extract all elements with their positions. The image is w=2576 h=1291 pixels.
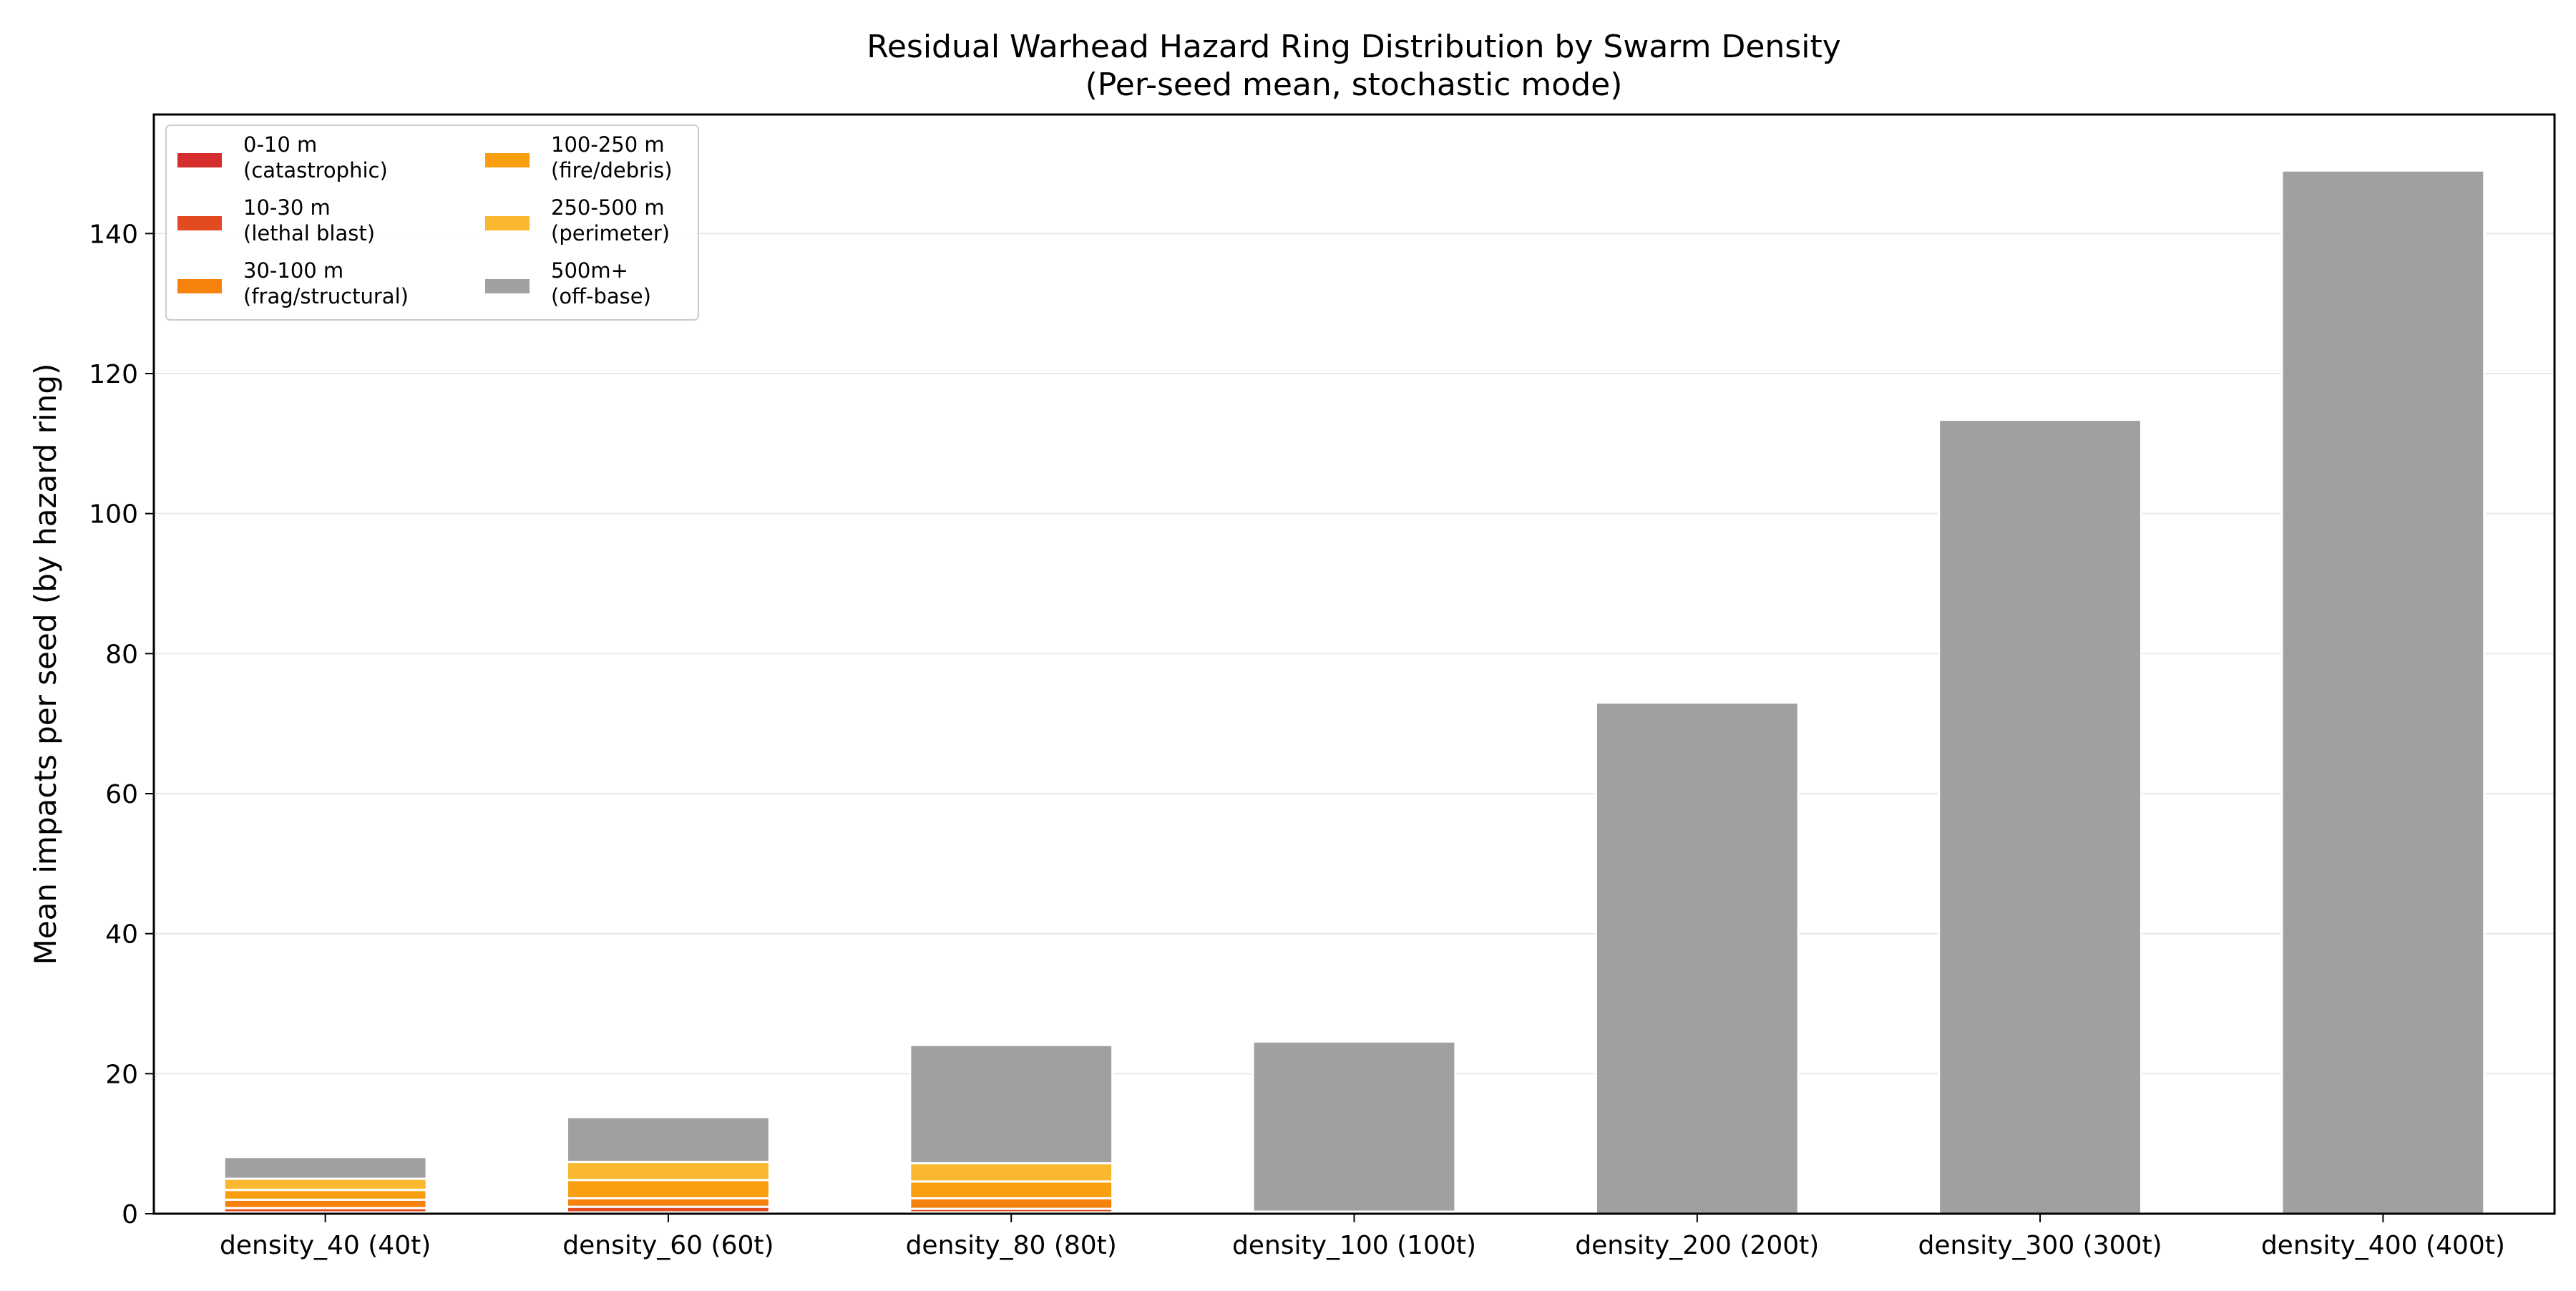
bar-segment — [223, 1189, 428, 1201]
bar-segment — [909, 1180, 1114, 1199]
legend: 0-10 m (catastrophic) 10-30 m (lethal blast… — [165, 125, 699, 321]
y-axis-ticks: 0 20 40 60 80 100 120 140 — [89, 220, 154, 1229]
bar-segment — [223, 1177, 428, 1192]
x-tick-label: density_400 (400t) — [2261, 1231, 2505, 1260]
bar-segment — [1252, 1040, 1457, 1213]
legend-swatch — [485, 216, 530, 230]
legend-swatch — [177, 153, 222, 167]
legend-entry: 0-10 m (catastrophic) — [177, 132, 388, 182]
legend-entry: 30-100 m (frag/structural) — [177, 258, 409, 308]
x-tick-label: density_300 (300t) — [1918, 1231, 2162, 1260]
bar-segment — [223, 1156, 428, 1180]
legend-label: 0-10 m (catastrophic) — [243, 132, 388, 182]
y-tick-label: 140 — [89, 220, 138, 249]
x-axis-ticks: density_40 (40t) density_60 (60t) density_… — [220, 1214, 2505, 1260]
bar-segment — [909, 1162, 1114, 1183]
y-tick-label: 20 — [105, 1060, 138, 1089]
y-axis-label: Mean impacts per seed (by hazard ring) — [28, 364, 63, 965]
bar-segment — [566, 1197, 771, 1208]
chart-title: Residual Warhead Hazard Ring Distributio… — [867, 29, 1841, 65]
legend-swatch — [177, 216, 222, 230]
y-tick-label: 0 — [122, 1200, 138, 1229]
x-tick-label: density_100 (100t) — [1232, 1231, 1476, 1260]
legend-entry: 10-30 m (lethal blast) — [177, 195, 375, 245]
legend-entry: 500m+ (off-base) — [485, 258, 651, 308]
grid-lines — [154, 233, 2555, 1075]
bar-segment — [2280, 169, 2486, 1215]
bar-segment — [566, 1179, 771, 1199]
legend-label: 500m+ (off-base) — [551, 258, 651, 308]
legend-label: 250-500 m (perimeter) — [551, 195, 670, 245]
bar-segment — [909, 1043, 1114, 1165]
y-tick-label: 100 — [89, 500, 138, 530]
y-tick-label: 80 — [105, 640, 138, 669]
legend-label: 10-30 m (lethal blast) — [243, 195, 375, 245]
chart-subtitle: (Per-seed mean, stochastic mode) — [1085, 67, 1623, 103]
x-tick-label: density_80 (80t) — [906, 1231, 1117, 1260]
legend-entry: 100-250 m (fire/debris) — [485, 132, 673, 182]
bar-segment — [1938, 419, 2142, 1215]
bar-segment — [566, 1161, 771, 1182]
x-tick-label: density_60 (60t) — [562, 1231, 774, 1260]
y-tick-label: 40 — [105, 920, 138, 950]
bar-segment — [223, 1198, 428, 1209]
y-tick-label: 120 — [89, 360, 138, 389]
bar-segment — [566, 1116, 771, 1164]
legend-swatch — [177, 279, 222, 293]
x-tick-label: density_200 (200t) — [1575, 1231, 1819, 1260]
x-tick-label: density_40 (40t) — [220, 1231, 431, 1260]
legend-entry: 250-500 m (perimeter) — [485, 195, 670, 245]
y-tick-label: 60 — [105, 780, 138, 809]
legend-label: 100-250 m (fire/debris) — [551, 132, 673, 182]
bars — [223, 169, 2486, 1215]
legend-swatch — [485, 279, 530, 293]
legend-swatch — [485, 153, 530, 167]
bar-segment — [909, 1197, 1114, 1210]
bar-segment — [1594, 701, 1800, 1215]
legend-label: 30-100 m (frag/structural) — [243, 258, 409, 308]
legend-frame — [165, 125, 699, 321]
